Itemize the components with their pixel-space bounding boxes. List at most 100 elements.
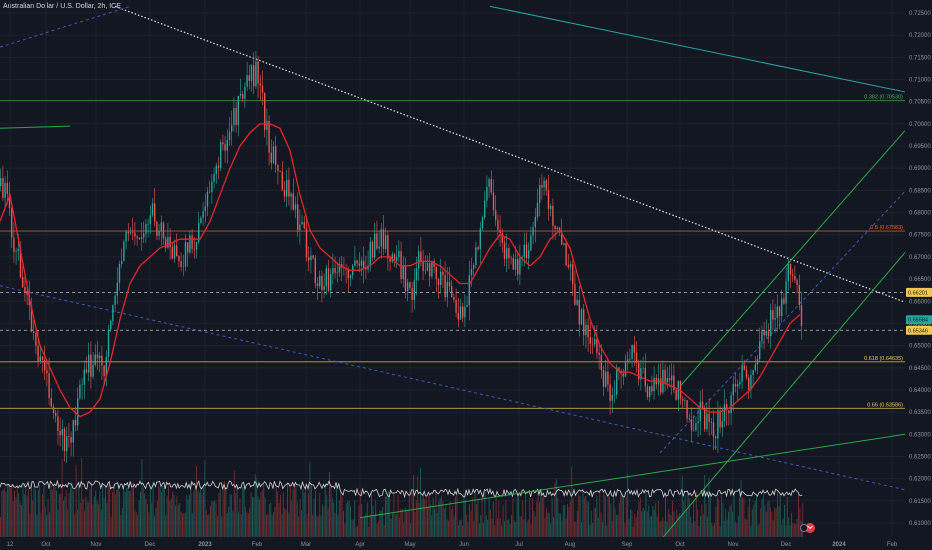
volume-bar <box>9 484 11 537</box>
time-axis-label: Jul <box>515 542 523 548</box>
candle-body <box>723 404 726 422</box>
candle-body <box>303 221 305 229</box>
go-to-realtime-button[interactable] <box>800 523 816 533</box>
blue-dashed-trendline[interactable] <box>0 5 131 48</box>
candle-body <box>33 331 35 334</box>
volume-bar <box>322 504 323 537</box>
volume-bar <box>212 501 214 537</box>
volume-bar <box>113 482 115 537</box>
volume-bar <box>135 511 137 537</box>
candle-body <box>776 306 778 319</box>
volume-bar <box>436 513 438 537</box>
volume-bar <box>557 497 559 537</box>
volume-bar <box>330 485 332 537</box>
volume-bar <box>56 490 57 537</box>
volume-bar <box>526 521 528 537</box>
volume-bar <box>730 504 732 537</box>
channel-line-lower[interactable] <box>659 252 906 542</box>
candle-body <box>162 222 165 239</box>
volume-bar <box>93 496 95 537</box>
volume-bar <box>39 485 41 537</box>
price-axis-label: 0.69000 <box>909 166 931 172</box>
candle-body <box>316 283 319 286</box>
candle-body <box>70 436 72 443</box>
volume-bar <box>88 502 90 537</box>
channel-line-upper[interactable] <box>679 130 906 387</box>
volume-bar <box>184 512 186 537</box>
volume-bar <box>537 491 539 537</box>
volume-bar <box>684 494 686 537</box>
volume-bar <box>694 521 696 537</box>
volume-bar <box>246 512 248 537</box>
volume-bar <box>123 487 125 537</box>
candle-body <box>376 233 378 249</box>
time-axis-label: Sep <box>622 542 633 548</box>
candle-body <box>272 146 275 163</box>
volume-bar <box>506 519 508 537</box>
volume-bar <box>371 492 372 537</box>
candle-body <box>389 258 391 262</box>
candle-body <box>525 244 528 259</box>
volume-bar <box>771 511 773 537</box>
volume-bar <box>287 482 288 537</box>
teal-trendline[interactable] <box>489 5 906 93</box>
candle-body <box>649 386 651 397</box>
fib-level-label: 0.382 (0.70530) <box>864 94 903 100</box>
time-axis[interactable]: 12 Oct Nov Dec 2023 Feb Mar Apr May Jun Jul Aug Sep O… <box>0 537 932 550</box>
volume-bar <box>105 485 106 537</box>
trend-drawings[interactable] <box>0 5 906 542</box>
candle-body <box>123 241 125 261</box>
candle-body <box>127 231 129 234</box>
candle-body <box>226 140 228 151</box>
green-trendline[interactable] <box>359 433 906 519</box>
candle-body <box>594 338 596 345</box>
volume-bar <box>301 510 302 537</box>
price-axis[interactable]: 0.72500 0.72000 0.71500 0.71000 0.70500 0.700… <box>905 0 932 550</box>
volume-bar <box>621 493 623 537</box>
volume-bar <box>149 485 151 537</box>
price-axis-bg[interactable] <box>905 0 932 550</box>
volume-bar <box>700 516 701 537</box>
candle-body <box>506 248 508 259</box>
event-marker-icon[interactable] <box>800 524 808 532</box>
volume-bar <box>274 507 276 537</box>
volume-bar <box>214 500 216 537</box>
candle-body <box>737 384 739 387</box>
candle-body <box>369 241 371 266</box>
volume-bar <box>28 488 29 537</box>
volume-bar <box>179 502 181 537</box>
volume-bar <box>445 505 447 537</box>
dotted-trendline[interactable] <box>114 5 906 303</box>
candle-body <box>68 436 70 437</box>
volume-bar <box>798 493 799 537</box>
candle-body <box>756 359 759 365</box>
volume-bar <box>142 488 144 537</box>
volume-bar <box>109 485 111 537</box>
price-axis-label: 0.63500 <box>909 410 931 416</box>
blue-dashed-trendline[interactable] <box>659 190 906 454</box>
volume-bar <box>243 484 245 537</box>
candle-body <box>63 428 66 452</box>
candle-body <box>209 191 211 193</box>
volume-bar <box>186 495 188 537</box>
blue-dashed-trendline[interactable] <box>0 285 906 491</box>
candle-body <box>55 412 57 417</box>
time-axis-bg[interactable] <box>0 537 932 550</box>
volume-bar <box>618 502 620 537</box>
volume-bar <box>786 497 788 537</box>
volume-bar <box>257 496 259 537</box>
green-trendline[interactable] <box>0 125 71 129</box>
candle-body <box>789 263 792 275</box>
volume-bar <box>795 524 797 537</box>
candle-body <box>734 384 737 387</box>
volume-bar <box>253 497 255 537</box>
volume-bar <box>22 484 24 537</box>
volume-bar <box>252 497 253 537</box>
volume-bar <box>414 511 416 537</box>
volume-bar <box>337 514 339 537</box>
volume-bar <box>579 496 581 537</box>
candle-body <box>299 224 301 231</box>
candle-body <box>464 306 466 318</box>
volume-bar <box>637 510 638 537</box>
